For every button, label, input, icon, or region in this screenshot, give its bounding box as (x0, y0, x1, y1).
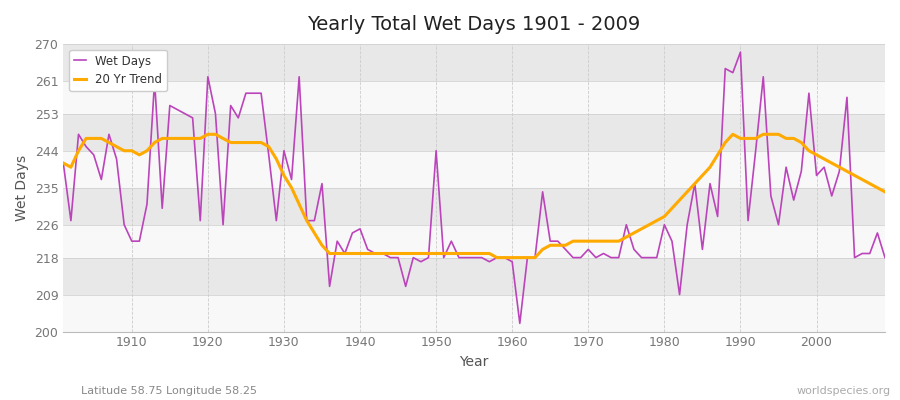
X-axis label: Year: Year (460, 355, 489, 369)
Bar (63, 188, 885, 225)
20 Yr Trend (491, 255, 502, 260)
20 Yr Trend (58, 161, 68, 166)
Wet Days (735, 50, 746, 54)
20 Yr Trend (879, 190, 890, 194)
Wet Days (507, 259, 517, 264)
Text: Latitude 58.75 Longitude 58.25: Latitude 58.75 Longitude 58.25 (81, 386, 257, 396)
Wet Days (286, 177, 297, 182)
Line: Wet Days: Wet Days (63, 52, 885, 323)
Bar (63, 294, 885, 332)
Bar (63, 258, 885, 294)
Bar (63, 151, 885, 188)
20 Yr Trend (202, 132, 213, 137)
Bar (63, 225, 885, 258)
Bar (63, 114, 885, 151)
Wet Days (515, 321, 526, 326)
20 Yr Trend (293, 202, 304, 206)
Wet Days (58, 161, 68, 166)
Line: 20 Yr Trend: 20 Yr Trend (63, 134, 885, 258)
Wet Days (500, 255, 510, 260)
Wet Days (606, 255, 616, 260)
Wet Days (879, 255, 890, 260)
20 Yr Trend (339, 251, 350, 256)
Wet Days (332, 239, 343, 244)
20 Yr Trend (119, 148, 130, 153)
20 Yr Trend (522, 255, 533, 260)
Text: worldspecies.org: worldspecies.org (796, 386, 891, 396)
Bar (63, 44, 885, 81)
Title: Yearly Total Wet Days 1901 - 2009: Yearly Total Wet Days 1901 - 2009 (308, 15, 641, 34)
20 Yr Trend (515, 255, 526, 260)
Legend: Wet Days, 20 Yr Trend: Wet Days, 20 Yr Trend (69, 50, 166, 91)
Wet Days (119, 222, 130, 227)
Y-axis label: Wet Days: Wet Days (15, 155, 29, 221)
Bar (63, 81, 885, 114)
20 Yr Trend (613, 239, 624, 244)
